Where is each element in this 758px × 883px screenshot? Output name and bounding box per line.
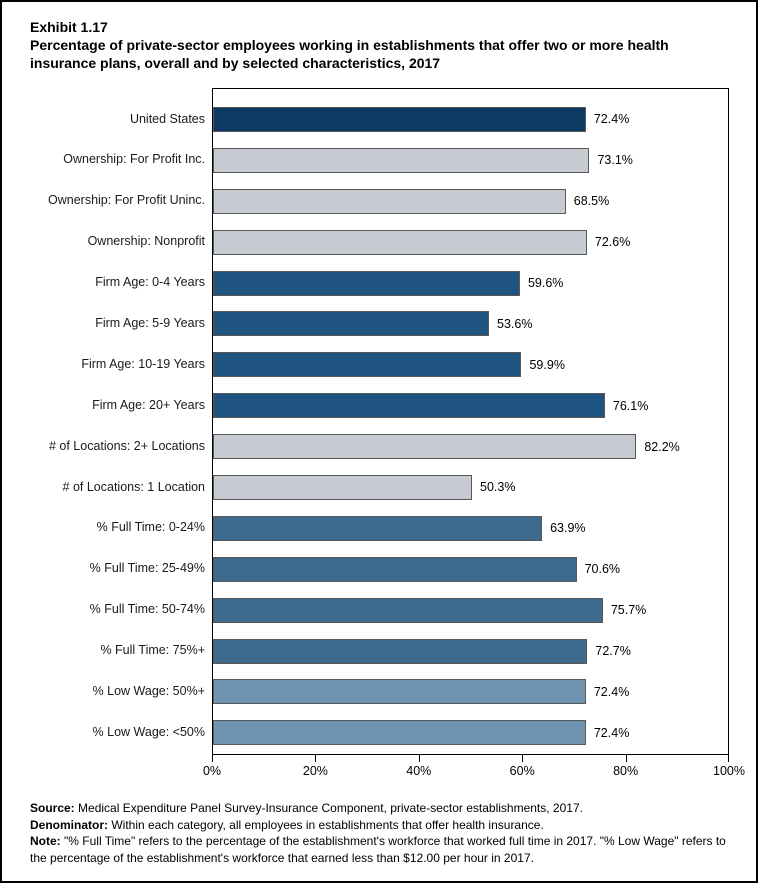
- footnotes: Source: Medical Expenditure Panel Survey…: [30, 800, 738, 866]
- chart-row: 72.4%: [213, 99, 728, 140]
- bar: [213, 229, 587, 255]
- bar: [213, 597, 603, 623]
- bar: [213, 515, 543, 541]
- bar: [213, 434, 637, 460]
- denominator-note: Denominator: Within each category, all e…: [30, 817, 738, 834]
- bar: [213, 720, 586, 746]
- category-label: % Full Time: 0-24%: [96, 520, 205, 535]
- chart-row: 59.6%: [213, 263, 728, 304]
- category-label: % Low Wage: <50%: [92, 724, 205, 739]
- chart-row: 63.9%: [213, 508, 728, 549]
- bar: [213, 556, 577, 582]
- note-label: Note:: [30, 834, 61, 848]
- category-label: Firm Age: 20+ Years: [92, 397, 205, 412]
- value-label: 82.2%: [644, 439, 680, 454]
- chart-row: 72.4%: [213, 712, 728, 753]
- chart-row: 72.4%: [213, 671, 728, 712]
- bar: [213, 270, 520, 296]
- note: Note: "% Full Time" refers to the percen…: [30, 833, 738, 866]
- source-text: Medical Expenditure Panel Survey-Insuran…: [74, 801, 583, 815]
- value-label: 68.5%: [573, 194, 610, 209]
- value-label: 70.6%: [584, 562, 621, 577]
- bar: [213, 106, 586, 132]
- category-label: % Full Time: 50-74%: [89, 602, 205, 617]
- denominator-label: Denominator:: [30, 817, 108, 832]
- value-label: 72.6%: [594, 235, 631, 250]
- value-label: 76.1%: [612, 398, 649, 413]
- category-label: % Low Wage: 50%+: [92, 684, 205, 699]
- bar: [213, 188, 566, 214]
- category-label: % Full Time: 25-49%: [89, 561, 205, 576]
- chart-row: 53.6%: [213, 303, 728, 344]
- plot-area: 72.4% 73.1% 68.5% 72.6% 59.6% 53.6% 59.9% 76.1%…: [212, 88, 729, 755]
- denominator-text: Within each category, all employees in e…: [108, 817, 544, 832]
- bar: [213, 393, 605, 419]
- chart-row: 72.7%: [213, 631, 728, 672]
- source-label: Source:: [30, 801, 75, 815]
- axis-tick-label: 80%: [613, 764, 639, 778]
- title-block: Exhibit 1.17 Percentage of private-secto…: [30, 18, 730, 72]
- value-label: 75.7%: [610, 603, 647, 618]
- axis-tick-label: 60%: [509, 764, 535, 778]
- value-label: 73.1%: [597, 153, 633, 168]
- value-label: 72.4%: [593, 684, 630, 699]
- chart-row: 72.6%: [213, 222, 728, 263]
- bar: [213, 147, 590, 173]
- axis-tick-label: 40%: [406, 764, 432, 778]
- axis-tick: [625, 755, 627, 762]
- chart-row: 50.3%: [213, 467, 728, 508]
- category-label: Firm Age: 10-19 Years: [81, 356, 205, 371]
- axis-tick-label: 20%: [302, 764, 328, 778]
- chart-row: 76.1%: [213, 385, 728, 426]
- value-label: 59.9%: [529, 357, 565, 372]
- bar-chart: United States Ownership: For Profit Inc. O…: [2, 88, 756, 780]
- x-axis-ticks: [212, 755, 729, 762]
- chart-row: 75.7%: [213, 590, 728, 631]
- category-labels-column: United States Ownership: For Profit Inc. O…: [2, 88, 212, 780]
- chart-row: 59.9%: [213, 344, 728, 385]
- value-label: 63.9%: [550, 521, 586, 536]
- exhibit-number: Exhibit 1.17: [30, 19, 108, 35]
- category-label: Firm Age: 5-9 Years: [95, 316, 205, 331]
- category-label: % Full Time: 75%+: [100, 643, 205, 658]
- bar: [213, 311, 490, 337]
- category-label: United States: [129, 111, 205, 126]
- category-label: # of Locations: 1 Location: [62, 479, 205, 494]
- value-label: 50.3%: [480, 480, 516, 495]
- chart-row: 82.2%: [213, 426, 728, 467]
- value-label: 72.7%: [595, 644, 631, 659]
- x-axis-tick-labels: 0% 20% 40% 60% 80% 100%: [203, 764, 745, 780]
- axis-tick: [522, 755, 524, 762]
- category-label: # of Locations: 2+ Locations: [48, 438, 205, 453]
- category-label: Firm Age: 0-4 Years: [95, 275, 205, 290]
- value-label: 53.6%: [497, 316, 533, 331]
- bar: [213, 679, 586, 705]
- axis-tick: [418, 755, 420, 762]
- bar: [213, 638, 588, 664]
- value-label: 72.4%: [593, 112, 630, 127]
- category-label: Ownership: Nonprofit: [87, 234, 205, 249]
- chart-row: 68.5%: [213, 181, 728, 222]
- value-label: 59.6%: [527, 276, 564, 290]
- value-label: 72.4%: [593, 725, 630, 740]
- category-label: Ownership: For Profit Uninc.: [48, 193, 205, 208]
- bar: [213, 474, 473, 500]
- chart-row: 70.6%: [213, 549, 728, 590]
- axis-tick: [315, 755, 317, 762]
- axis-tick-label: 0%: [202, 764, 222, 778]
- category-label: Ownership: For Profit Inc.: [63, 152, 205, 167]
- chart-row: 73.1%: [213, 140, 728, 181]
- plot-column: 72.4% 73.1% 68.5% 72.6% 59.6% 53.6% 59.9% 76.1%…: [203, 88, 745, 780]
- bar: [213, 352, 522, 378]
- axis-tick: [728, 755, 729, 762]
- axis-tick: [212, 755, 213, 762]
- source-note: Source: Medical Expenditure Panel Survey…: [30, 800, 738, 817]
- axis-tick-label: 100%: [713, 764, 745, 778]
- chart-title: Percentage of private-sector employees w…: [30, 37, 669, 71]
- note-text: "% Full Time" refers to the percentage o…: [30, 834, 726, 865]
